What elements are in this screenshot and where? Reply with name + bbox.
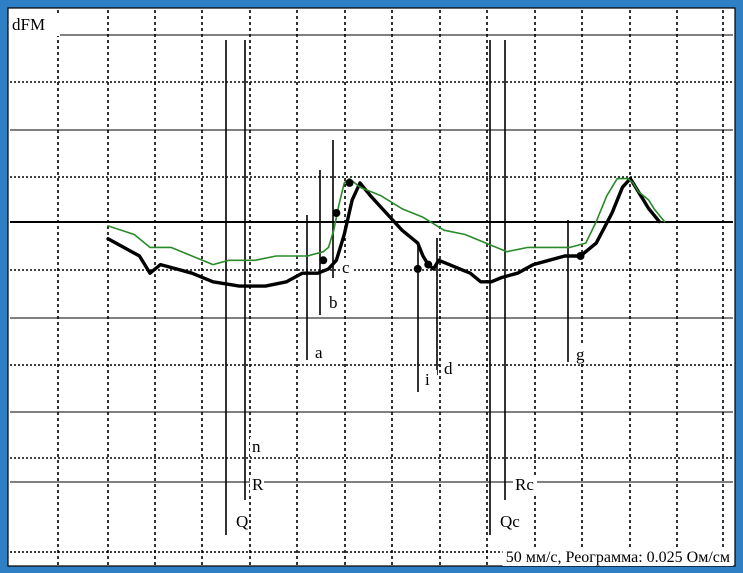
- marker-label-bg-q: [234, 512, 248, 531]
- marker-label-n: n: [252, 437, 261, 456]
- chart-footer: 50 мм/с, Реограмма: 0.025 Ом/см: [506, 549, 730, 566]
- marker-labels: QRn a bc id Qc Rc g: [234, 258, 588, 531]
- marker-label-bg-i: [423, 370, 437, 389]
- marker-label-bg-qc: [498, 512, 522, 531]
- marker-label-bg-n: [250, 437, 264, 456]
- series-line-secondary: [107, 177, 666, 266]
- marker-lines: [225, 40, 569, 535]
- marker-label-bg-b: [327, 293, 341, 312]
- marker-label-bg-rc: [513, 475, 537, 494]
- data-point-4: [424, 260, 433, 269]
- marker-label-q: Q: [236, 512, 248, 531]
- marker-label-r: R: [252, 475, 264, 494]
- marker-label-a: a: [315, 343, 323, 362]
- marker-label-bg-c: [340, 258, 354, 277]
- plot-background: [7, 7, 736, 567]
- y-axis-label: dFM: [12, 15, 45, 34]
- marker-label-g: g: [576, 345, 585, 364]
- marker-label-rc: Rc: [515, 475, 534, 494]
- marker-label-bg-d: [442, 359, 456, 378]
- label-backdrop: [10, 14, 60, 36]
- marker-label-d: d: [444, 359, 453, 378]
- marker-label-c: c: [342, 258, 350, 277]
- data-point-2: [345, 178, 354, 187]
- marker-label-bg-a: [313, 343, 327, 362]
- marker-label-bg-r: [250, 475, 264, 494]
- marker-label-i: i: [425, 370, 430, 389]
- grid: [10, 10, 733, 566]
- data-point-3: [413, 264, 422, 273]
- marker-label-bg-g: [574, 345, 588, 364]
- points-group: [319, 178, 585, 273]
- marker-label-qc: Qc: [500, 512, 520, 531]
- marker-label-b: b: [329, 293, 338, 312]
- data-point-0: [319, 256, 328, 265]
- footer-backdrop: [502, 549, 733, 566]
- data-point-5: [576, 252, 585, 260]
- series-group: [106, 176, 666, 288]
- series-line-main: [106, 176, 661, 288]
- data-point-1: [332, 209, 341, 217]
